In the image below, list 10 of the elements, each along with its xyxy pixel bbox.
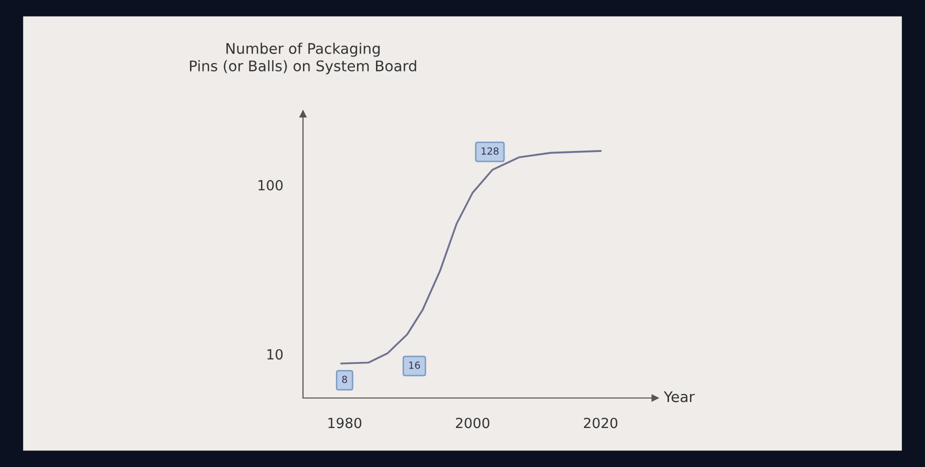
x-tick-label: 2000 [456, 418, 490, 428]
annotation: 128 [482, 147, 498, 155]
x-tick-label: 1980 [328, 418, 362, 428]
y-tick-label: 10 [267, 349, 283, 360]
annotation: 16 [409, 362, 420, 369]
y-tick-label: 100 [258, 180, 283, 190]
y-axis-title: Number of Packaging Pins (or Balls) on System Board [190, 42, 416, 74]
x-tick-label: 2020 [584, 418, 618, 428]
annotation: 8 [342, 376, 348, 384]
x-axis-title: Year [664, 391, 695, 402]
